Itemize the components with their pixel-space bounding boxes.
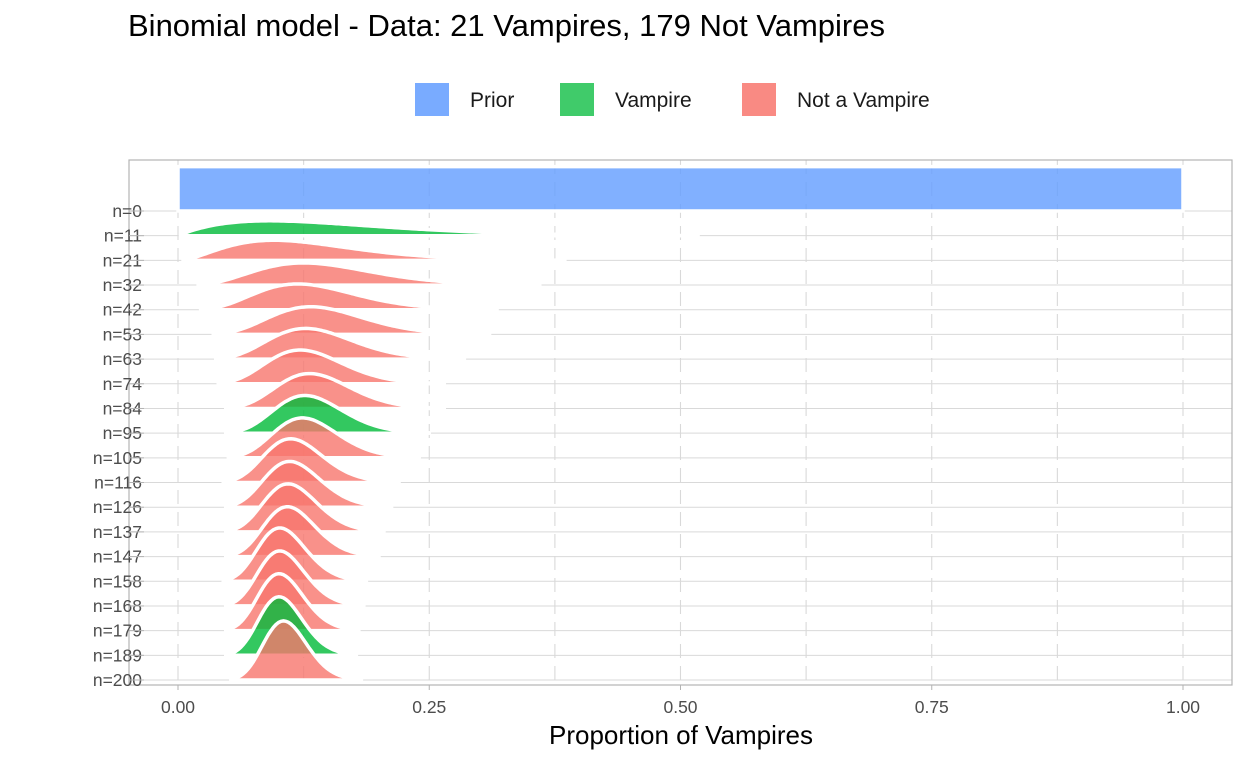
- x-tick-label: 0.75: [915, 697, 949, 717]
- ridge-n-84: [223, 371, 447, 411]
- y-tick-label: n=32: [103, 275, 142, 295]
- chart-title: Binomial model - Data: 21 Vampires, 179 …: [128, 8, 885, 43]
- x-tick-label: 0.50: [663, 697, 697, 717]
- y-tick-label: n=53: [103, 324, 142, 344]
- x-tick-label: 1.00: [1166, 697, 1200, 717]
- y-tick-label: n=137: [93, 522, 142, 542]
- y-tick-label: n=21: [103, 250, 142, 270]
- y-tick-label: n=116: [94, 473, 142, 493]
- y-tick-label: n=189: [93, 645, 142, 665]
- legend-label-prior: Prior: [470, 89, 515, 112]
- y-tick-label: n=11: [104, 226, 142, 246]
- ridge-n-63: [213, 326, 467, 361]
- y-tick-label: n=158: [93, 571, 142, 591]
- y-tick-label: n=168: [93, 596, 142, 616]
- ridge-n-11: [178, 219, 700, 238]
- ridge-n-116: [221, 436, 401, 485]
- y-tick-label: n=179: [93, 621, 142, 641]
- y-tick-label: n=95: [103, 423, 142, 443]
- ridge-n-0: [176, 164, 1185, 213]
- ridge-n-42: [198, 282, 499, 312]
- legend-swatch-not-a-vampire: [742, 83, 776, 116]
- y-tick-label: n=105: [93, 448, 142, 468]
- ridge-n-200: [229, 619, 364, 682]
- y-tick-label: n=84: [103, 398, 143, 418]
- ridge-layer: [176, 164, 1185, 682]
- ridge-n-95: [223, 393, 432, 435]
- legend-swatch-prior: [415, 83, 449, 116]
- x-tick-label: 0.25: [412, 697, 446, 717]
- ridge-n-21: [181, 238, 567, 263]
- ridge-n-74: [216, 348, 447, 386]
- ridge-n-137: [223, 482, 386, 534]
- y-tick-label: n=74: [103, 374, 143, 394]
- y-tick-label: n=0: [112, 201, 142, 221]
- axis-layer: n=0 n=11 n=21 n=32 n=42 n=53 n=63 n=74 n=84 n=95 n…: [93, 159, 1233, 717]
- legend-label-not-a-vampire: Not a Vampire: [797, 89, 930, 112]
- ridge-n-32: [196, 261, 542, 287]
- x-axis-title: Proportion of Vampires: [549, 720, 813, 750]
- y-tick-label: n=126: [93, 497, 142, 517]
- y-tick-label: n=147: [93, 547, 142, 567]
- y-tick-label: n=200: [93, 670, 142, 690]
- ridge-n-53: [211, 304, 492, 337]
- legend-label-vampire: Vampire: [615, 89, 692, 112]
- legend-swatch-vampire: [560, 83, 594, 116]
- x-tick-label: 0.00: [161, 697, 195, 717]
- y-tick-label: n=42: [103, 300, 142, 320]
- y-tick-label: n=63: [103, 349, 142, 369]
